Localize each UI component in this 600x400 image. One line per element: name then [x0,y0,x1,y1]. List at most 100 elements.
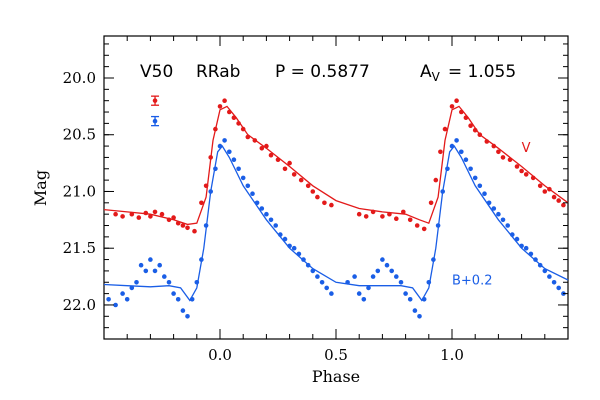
data-point-v [175,220,181,226]
x-tick-label: 1.0 [440,346,464,364]
data-point-b [189,297,195,302]
data-point-b [148,257,153,262]
error-bar-b [151,115,160,127]
data-point-v [542,189,548,194]
data-point-b [496,211,501,217]
data-point-v [136,215,142,220]
data-point-b [134,280,139,285]
data-point-v [472,127,478,133]
data-point-b [245,183,251,189]
data-point-b [120,291,125,296]
data-point-b [194,280,200,285]
data-point-v [449,104,455,109]
data-point-b [431,257,436,262]
data-point-b [523,245,529,251]
data-point-b [519,243,524,249]
data-point-b [380,257,385,262]
data-point-v [322,200,327,206]
data-point-v [275,157,281,162]
data-point-v [264,143,269,149]
data-point-b [454,138,459,143]
data-point-b [138,262,144,268]
data-point-b [296,251,302,257]
data-point-v [428,200,434,206]
y-ticks: 20.0 20.5 21.0 21.5 22.0 [63,43,568,329]
data-point-v [217,104,223,109]
data-point-b [208,189,213,194]
data-point-b [171,291,176,296]
data-point-b [445,166,450,172]
data-point-v [454,98,459,103]
data-point-b [305,262,311,268]
data-point-b [185,314,190,319]
data-point-v [407,217,413,223]
data-point-b [291,245,297,251]
data-point-v [213,126,218,132]
data-point-b [199,257,204,262]
data-point-b [162,274,167,279]
y-tick-label: 21.5 [63,239,96,257]
y-tick-label: 20.0 [63,69,96,87]
data-point-b [356,291,362,296]
plot-area: V B+0.2 0.0 0.5 1.0 20.0 20.5 21.0 21.5 22.0 [63,35,569,364]
data-point-v [222,98,227,103]
data-point-b [366,285,371,291]
data-point-b [227,149,232,155]
data-point-b [259,206,265,211]
data-point-b [124,297,130,302]
data-point-b [152,268,158,274]
data-point-v [507,157,513,162]
data-point-v [143,210,149,216]
data-point-b [533,257,538,262]
data-point-v [268,152,274,158]
data-point-v [240,126,246,132]
data-point-v [477,132,483,137]
data-point-v [380,214,385,219]
data-point-v [561,202,566,208]
data-point-v [199,200,204,206]
data-point-v [491,143,497,149]
data-point-b [505,223,511,228]
data-point-v [282,166,288,172]
data-point-b [213,166,218,172]
series-v: V [103,98,569,234]
data-point-b [370,274,376,279]
data-point-b [166,280,172,285]
data-point-b [106,297,111,302]
data-point-v [166,217,172,223]
header-star: V50 [140,62,173,82]
data-point-b [175,297,181,302]
data-point-v [259,146,265,151]
data-point-v [148,214,153,219]
data-point-b [435,223,441,228]
data-point-v [180,223,186,228]
data-point-b [407,297,413,302]
fit-curve-v [103,105,569,226]
x-tick-label: 0.0 [208,346,232,364]
data-point-b [542,268,548,274]
data-point-v [252,138,258,143]
data-point-b [254,200,260,206]
data-point-b [463,157,469,162]
y-tick-label: 21.0 [63,182,96,200]
data-point-b [556,285,561,291]
data-point-b [394,274,399,279]
data-point-v [468,123,473,128]
data-point-b [482,191,487,196]
amplitude-subscript: V [432,70,441,84]
data-point-b [477,183,483,189]
data-point-b [310,268,316,274]
series-label-b: B+0.2 [452,274,493,289]
data-point-b [421,297,427,302]
data-point-b [403,291,408,296]
data-point-b [315,274,320,279]
data-point-b [264,211,269,217]
data-point-b [426,280,432,285]
data-point-v [459,109,464,115]
header-amplitude: AV = 1.055 [420,62,516,84]
data-point-v [227,109,232,115]
data-point-v [113,211,118,217]
header: V50 RRab P = 0.5877 AV = 1.055 [140,62,516,84]
data-point-b [551,280,557,285]
